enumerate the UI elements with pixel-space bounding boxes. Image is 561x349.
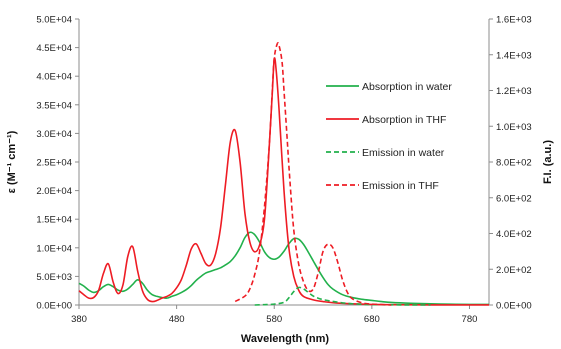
y-left-tick-label: 5.0E+03: [36, 272, 72, 283]
x-tick-label: 780: [462, 314, 478, 325]
y-right-tick-label: 1.4E+03: [496, 50, 532, 61]
legend-label: Absorption in water: [362, 81, 452, 93]
y-left-tick-label: 1.0E+04: [36, 243, 72, 254]
legend: Absorption in water Absorption in THF Emis…: [326, 81, 452, 192]
legend-label: Absorption in THF: [362, 114, 446, 126]
y-left-tick-label: 4.5E+04: [36, 43, 72, 54]
y-right-tick-label: 8.0E+02: [496, 158, 532, 169]
y-left-axis-title: ε (M⁻¹ cm⁻¹): [6, 130, 18, 193]
y-right-axis-ticks: 0.0E+00 2.0E+02 4.0E+02 6.0E+02 8.0E+02 1.0E+…: [489, 15, 532, 312]
y-right-tick-label: 4.0E+02: [496, 229, 532, 240]
y-left-tick-label: 0.0E+00: [36, 301, 72, 312]
legend-label: Emission in water: [362, 147, 445, 159]
x-tick-label: 680: [364, 314, 380, 325]
x-axis-title: Wavelength (nm): [241, 333, 330, 345]
y-right-tick-label: 6.0E+02: [496, 193, 532, 204]
y-right-tick-label: 2.0E+02: [496, 265, 532, 276]
y-right-tick-label: 1.0E+03: [496, 122, 532, 133]
legend-label: Emission in THF: [362, 180, 439, 192]
y-left-tick-label: 5.0E+04: [36, 15, 72, 26]
y-right-tick-label: 0.0E+00: [496, 301, 532, 312]
y-left-axis-ticks: 0.0E+00 5.0E+03 1.0E+04 1.5E+04 2.0E+04 2.5E+…: [36, 15, 79, 312]
y-left-tick-label: 2.0E+04: [36, 186, 72, 197]
series-layer: [78, 42, 490, 306]
y-left-tick-label: 3.0E+04: [36, 129, 72, 140]
x-tick-label: 480: [169, 314, 185, 325]
x-tick-label: 380: [71, 314, 87, 325]
x-tick-label: 580: [266, 314, 282, 325]
y-right-tick-label: 1.2E+03: [496, 86, 532, 97]
y-left-tick-label: 3.5E+04: [36, 100, 72, 111]
y-right-tick-label: 1.6E+03: [496, 15, 532, 26]
series-line-2: [78, 57, 490, 306]
series-line-1: [78, 231, 490, 306]
series-line-4: [234, 42, 392, 306]
y-right-axis-title: F.I. (a.u.): [542, 140, 554, 184]
y-left-tick-label: 1.5E+04: [36, 215, 72, 226]
y-left-tick-label: 2.5E+04: [36, 158, 72, 169]
y-left-tick-label: 4.0E+04: [36, 72, 72, 83]
